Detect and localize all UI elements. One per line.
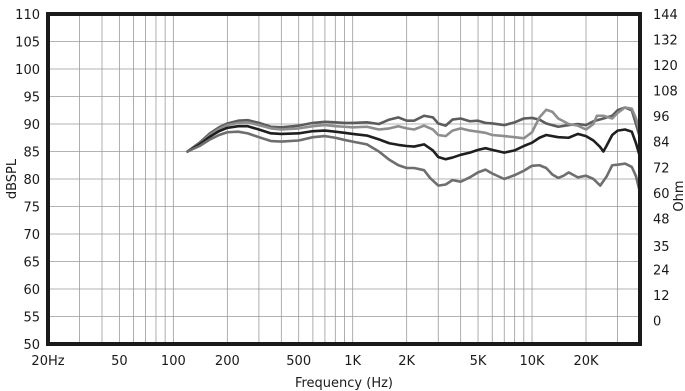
y-tick-label: 90 bbox=[23, 118, 40, 133]
y2-tick-label: 0 bbox=[653, 315, 661, 330]
y2-axis-title: Ohm bbox=[672, 180, 685, 211]
y2-tick-label: 12 bbox=[653, 289, 670, 304]
x-tick-label: 100 bbox=[161, 354, 186, 369]
x-tick-label: 20K bbox=[573, 354, 599, 369]
y-tick-label: 80 bbox=[23, 173, 40, 188]
x-axis-ticks: 20Hz 50 100 200 500 1K 2K 5K 10K 20K bbox=[31, 354, 599, 369]
x-tick-label: 1K bbox=[344, 354, 361, 369]
grid bbox=[48, 14, 640, 344]
y-axis-ticks: 50 55 60 65 70 75 80 85 90 95 100 105 110 bbox=[15, 8, 40, 353]
y-tick-label: 105 bbox=[15, 36, 40, 51]
x-tick-label: 5K bbox=[470, 354, 487, 369]
y-tick-label: 65 bbox=[23, 256, 40, 271]
y2-tick-label: 144 bbox=[653, 8, 678, 23]
y2-tick-label: 132 bbox=[653, 34, 678, 49]
y2-tick-label: 24 bbox=[653, 263, 670, 278]
x-tick-label: 10K bbox=[519, 354, 545, 369]
y-axis-title: dBSPL bbox=[5, 158, 20, 199]
y2-tick-label: 72 bbox=[653, 161, 670, 176]
series-line-2 bbox=[186, 106, 642, 153]
y2-tick-label: 84 bbox=[653, 136, 670, 151]
x-tick-label: 50 bbox=[111, 354, 128, 369]
y2-tick-label: 108 bbox=[653, 85, 678, 100]
y-tick-label: 100 bbox=[15, 63, 40, 78]
y2-tick-label: 35 bbox=[653, 240, 670, 255]
x-tick-label: 2K bbox=[398, 354, 415, 369]
series-line-3 bbox=[186, 124, 642, 161]
y2-axis-ticks: 0 12 24 35 48 60 72 84 96 108 120 132 144 bbox=[653, 8, 678, 330]
series-group bbox=[186, 106, 642, 195]
y-tick-label: 75 bbox=[23, 201, 40, 216]
x-axis-title: Frequency (Hz) bbox=[295, 376, 393, 391]
y-tick-label: 95 bbox=[23, 91, 40, 106]
plot-frame bbox=[46, 12, 642, 346]
y-tick-label: 85 bbox=[23, 146, 40, 161]
y-tick-label: 55 bbox=[23, 311, 40, 326]
y-tick-label: 110 bbox=[15, 8, 40, 23]
series-line-1 bbox=[186, 106, 642, 153]
y-tick-label: 70 bbox=[23, 228, 40, 243]
y2-tick-label: 60 bbox=[653, 187, 670, 202]
y-tick-label: 60 bbox=[23, 283, 40, 298]
x-tick-label: 200 bbox=[215, 354, 240, 369]
series-line-4 bbox=[186, 130, 642, 195]
y2-tick-label: 120 bbox=[653, 59, 678, 74]
x-tick-label: 500 bbox=[286, 354, 311, 369]
y2-tick-label: 48 bbox=[653, 212, 670, 227]
x-tick-label: 20Hz bbox=[31, 354, 64, 369]
y-tick-label: 50 bbox=[23, 338, 40, 353]
y2-tick-label: 96 bbox=[653, 110, 670, 125]
